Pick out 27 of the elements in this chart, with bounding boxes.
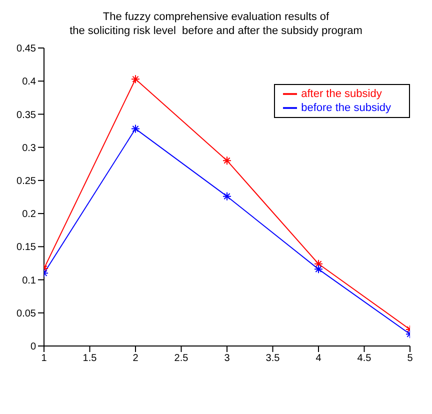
y-tick-label: 0.25 — [16, 176, 36, 187]
point — [131, 124, 140, 134]
x-tick-label: 5 — [407, 353, 414, 364]
y-tick-label: 0 — [30, 342, 36, 353]
point — [131, 74, 140, 84]
x-tick-label: 3 — [224, 353, 230, 364]
x-tick-label: 4.5 — [357, 353, 372, 364]
y-tick-label: 0.05 — [16, 308, 36, 320]
x-tick-label: 2 — [132, 353, 139, 364]
legend-label: before the subsidy — [301, 102, 391, 114]
y-tick-label: 0.35 — [16, 110, 36, 121]
point — [222, 156, 232, 166]
y-tick-label: 0.2 — [22, 209, 36, 220]
chart-title: The fuzzy comprehensive evaluation results of the soliciting risk level before and after the subsidy program — [68, 10, 364, 38]
y-tick-label: 0.4 — [22, 76, 36, 88]
y-tick-label: 0.3 — [22, 142, 36, 154]
point — [222, 192, 232, 201]
y-tick-label: 0.1 — [22, 275, 36, 286]
y-tick-label: 0.15 — [16, 242, 36, 254]
x-tick-label: 4 — [316, 353, 322, 364]
x-tick-label: 1 — [41, 353, 48, 364]
x-tick-label: 1.5 — [82, 353, 98, 364]
point — [314, 264, 323, 274]
x-tick-label: 3.5 — [266, 353, 280, 364]
y-tick-label: 0.45 — [16, 44, 36, 55]
legend-label: after the subsidy — [301, 88, 382, 100]
x-tick-label: 2.5 — [174, 353, 189, 364]
